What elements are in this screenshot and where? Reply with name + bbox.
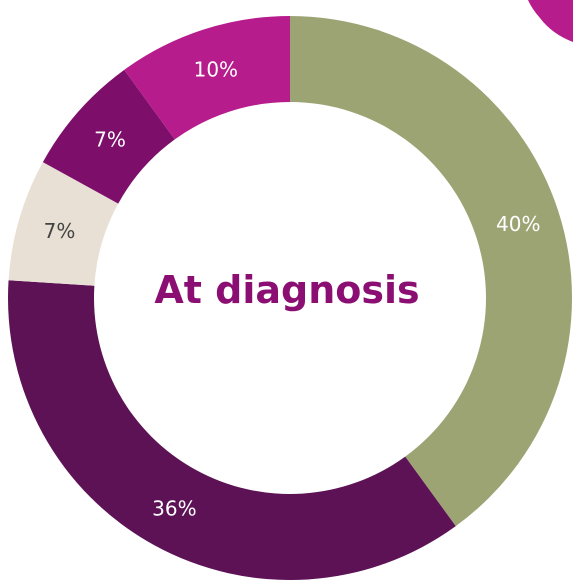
slice-label-1: 40% (496, 212, 540, 236)
chart-title: At diagnosis (154, 268, 419, 312)
donut-slice-2 (7, 280, 456, 581)
corner-accent-shape (528, 0, 573, 42)
donut-slice-5 (124, 16, 290, 140)
slice-label-4: 7% (94, 127, 126, 151)
donut-slice-3 (8, 162, 119, 286)
slice-label-2: 36% (152, 496, 196, 520)
donut-slice-4 (42, 69, 175, 204)
donut-slice-1 (290, 16, 572, 527)
donut-slices (7, 16, 572, 581)
slice-label-5: 10% (194, 58, 238, 82)
donut-slice-labels: 40% 36% 7% 7% 10% (44, 58, 541, 521)
slice-label-3: 7% (44, 219, 76, 243)
